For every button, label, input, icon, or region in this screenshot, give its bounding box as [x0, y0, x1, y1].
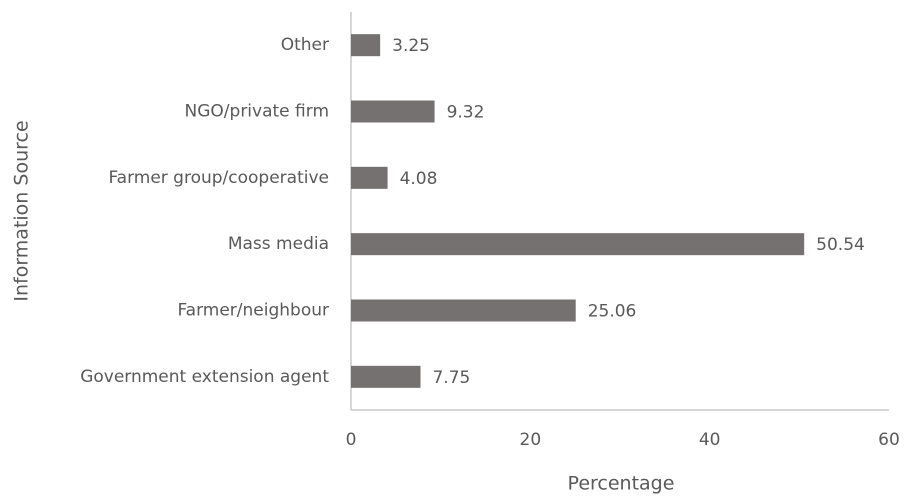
- bar: [351, 100, 435, 123]
- x-axis-title: Percentage: [568, 473, 675, 495]
- y-tick-label: Farmer/neighbour: [177, 301, 329, 321]
- x-tick-label: 0: [346, 430, 357, 450]
- y-tick-label: NGO/private firm: [185, 102, 329, 122]
- bar: [351, 365, 421, 388]
- y-tick-label: Mass media: [228, 234, 329, 254]
- y-tick-label: Farmer group/cooperative: [108, 168, 329, 188]
- bar: [351, 166, 388, 189]
- data-label: 50.54: [816, 235, 865, 255]
- data-label: 7.75: [432, 368, 470, 388]
- bar: [351, 34, 381, 57]
- data-label: 9.32: [447, 103, 485, 123]
- x-tick-label: 60: [878, 430, 900, 450]
- x-tick-label: 20: [520, 430, 542, 450]
- bar: [351, 299, 576, 322]
- y-tick-label: Other: [281, 35, 329, 55]
- bar: [351, 233, 805, 256]
- y-axis-title: Information Source: [11, 120, 33, 301]
- data-label: 3.25: [392, 36, 430, 56]
- data-label: 25.06: [588, 302, 637, 322]
- data-label: 4.08: [400, 169, 438, 189]
- y-tick-label: Government extension agent: [80, 367, 329, 387]
- x-tick-label: 40: [699, 430, 721, 450]
